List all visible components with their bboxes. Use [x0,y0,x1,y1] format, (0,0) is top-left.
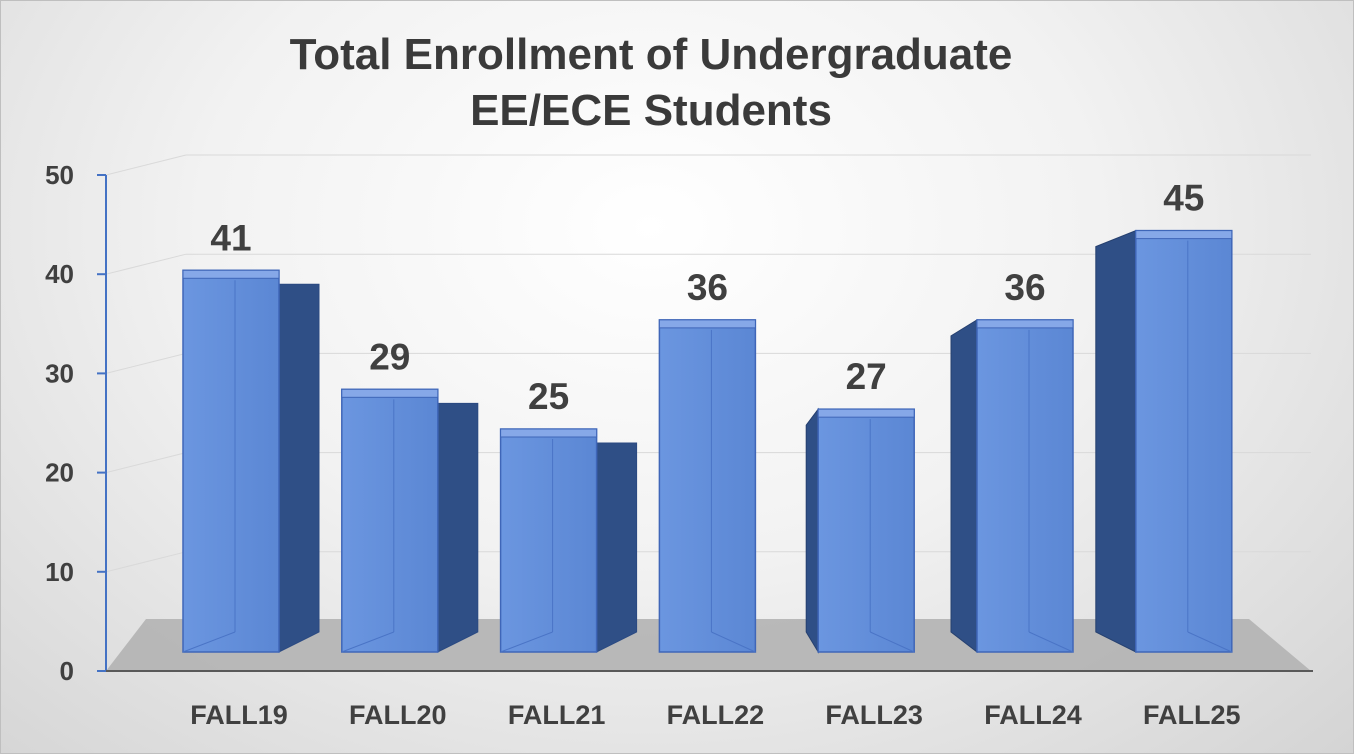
gridline-slant-3 [105,352,187,374]
y-tick-label-0: 0 [60,656,74,686]
bar-side-5 [950,318,978,654]
bar-top-3 [658,319,756,329]
bar-side-2 [596,442,638,653]
bar-top-6 [1135,230,1233,240]
bar-top-5 [976,319,1074,329]
bar-side-6 [1095,229,1137,653]
x-tick-label-1: FALL20 [349,700,447,730]
y-tick-label-3: 30 [45,358,74,388]
bar-5 [976,319,1074,653]
data-label-3: 36 [687,267,728,308]
x-tick-label-6: FALL25 [1143,700,1241,730]
x-tick-label-3: FALL22 [667,700,765,730]
bar-top-1 [341,388,439,398]
chart-title-line-1: Total Enrollment of Undergraduate [289,30,1013,79]
data-label-6: 45 [1163,178,1204,219]
x-tick-label-4: FALL23 [825,700,923,730]
bar-side-1 [437,402,479,653]
x-tick-label-0: FALL19 [190,700,288,730]
chart-title: Total Enrollment of Undergraduate EE/ECE… [1,27,1301,139]
bar-4 [817,408,915,653]
bar-depth-base-1 [341,631,394,653]
y-tick-label-2: 20 [45,458,74,488]
y-tick-label-1: 10 [45,557,74,587]
y-tick-label-5: 50 [45,160,74,190]
bar-3 [658,319,757,653]
bar-depth-base-0 [182,631,236,653]
data-label-0: 41 [210,217,251,258]
bar-depth-base-6 [1187,631,1233,653]
bar-top-4 [817,408,915,418]
data-label-1: 29 [369,336,410,377]
bar-2 [499,428,598,653]
bar-top-2 [500,428,598,438]
bar-6 [1135,229,1233,653]
bar-depth-base-4 [869,631,915,653]
chart-title-line-2: EE/ECE Students [470,86,832,135]
data-label-4: 27 [846,356,887,397]
x-tick-label-2: FALL21 [508,700,606,730]
bar-side-4 [805,407,819,654]
bar-depth-base-3 [711,631,756,653]
x-tick-label-5: FALL24 [984,700,1082,730]
bar-1 [341,388,439,653]
bar-depth-base-5 [1028,631,1074,653]
bar-depth-base-2 [500,631,553,653]
gridline-slant-4 [105,253,187,275]
data-label-2: 25 [528,376,569,417]
bar-0 [182,269,280,653]
y-tick-label-4: 40 [45,259,74,289]
gridline-slant-2 [105,452,187,474]
bar-top-0 [182,269,280,279]
data-label-5: 36 [1004,267,1045,308]
gridline-slant-5 [105,154,187,176]
bar-side-0 [278,283,320,653]
gridline-slant-1 [105,551,187,573]
